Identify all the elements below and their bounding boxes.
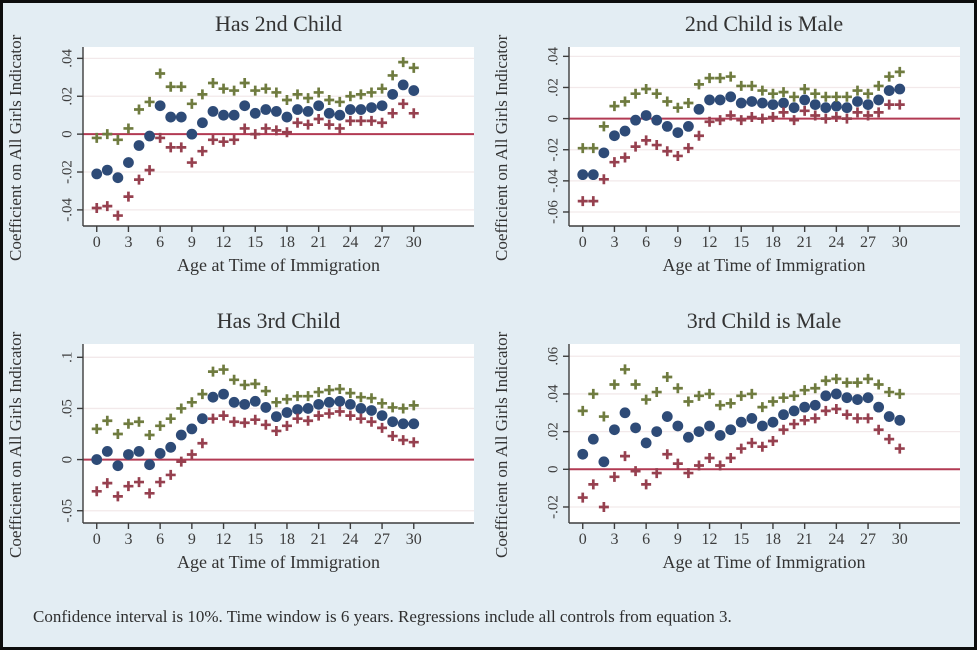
svg-text:18: 18 <box>279 234 295 251</box>
svg-text:15: 15 <box>733 234 749 251</box>
panel-has-2nd-child: Has 2nd Child Coefficient on All Girls I… <box>3 3 489 300</box>
panel-3rd-child-is-male: 3rd Child is Male Coefficient on All Gir… <box>489 300 975 597</box>
svg-text:-.02: -.02 <box>545 138 561 162</box>
svg-text:3: 3 <box>124 234 132 251</box>
svg-text:12: 12 <box>701 234 717 251</box>
svg-text:-.05: -.05 <box>59 499 75 523</box>
svg-text:12: 12 <box>701 531 717 548</box>
svg-text:18: 18 <box>279 531 295 548</box>
svg-text:30: 30 <box>406 531 422 548</box>
svg-text:6: 6 <box>642 531 650 548</box>
panel-body: Coefficient on All Girls Indicator -.02 0… <box>489 331 975 559</box>
svg-text:21: 21 <box>796 531 812 548</box>
svg-text:15: 15 <box>733 531 749 548</box>
y-axis-label: Coefficient on All Girls Indicator <box>491 331 511 559</box>
panel-body: Coefficient on All Girls Indicator -.04-… <box>3 34 489 262</box>
svg-text:0: 0 <box>578 531 586 548</box>
svg-text:-.02: -.02 <box>59 160 75 184</box>
svg-text:-.02: -.02 <box>545 495 561 519</box>
svg-text:.05: .05 <box>59 399 75 418</box>
svg-text:24: 24 <box>342 531 358 548</box>
panel-title: Has 3rd Child <box>216 308 341 333</box>
svg-text:0: 0 <box>59 130 75 138</box>
x-axis-label: Age at Time of Immigration <box>177 552 380 572</box>
svg-text:6: 6 <box>156 234 164 251</box>
svg-text:0: 0 <box>93 234 101 251</box>
svg-text:-.06: -.06 <box>545 200 561 224</box>
svg-text:21: 21 <box>311 234 327 251</box>
svg-text:-.04: -.04 <box>59 198 75 222</box>
svg-text:.04: .04 <box>545 46 561 65</box>
svg-text:24: 24 <box>828 531 844 548</box>
panel-title: Has 2nd Child <box>214 11 343 36</box>
svg-text:18: 18 <box>764 531 780 548</box>
svg-text:3: 3 <box>124 531 132 548</box>
scatter-plot-2nd-child-is-male: -.06 -.04 -.02 0 .02 .04 0 3 6 9 12 15 18 21 24 27 30 <box>545 46 960 251</box>
svg-text:27: 27 <box>374 234 390 251</box>
svg-text:-.04: -.04 <box>545 168 561 192</box>
svg-text:27: 27 <box>860 234 876 251</box>
svg-text:0: 0 <box>545 466 561 474</box>
svg-text:.02: .02 <box>59 87 75 106</box>
y-axis-label: Coefficient on All Girls Indicator <box>6 34 25 262</box>
svg-text:.02: .02 <box>545 78 561 97</box>
svg-text:21: 21 <box>796 234 812 251</box>
svg-text:.02: .02 <box>545 422 561 441</box>
svg-text:0: 0 <box>545 115 561 123</box>
svg-text:.1: .1 <box>59 352 75 363</box>
svg-text:9: 9 <box>188 234 196 251</box>
svg-text:30: 30 <box>891 531 907 548</box>
svg-text:15: 15 <box>247 531 263 548</box>
x-axis-label: Age at Time of Immigration <box>177 255 380 275</box>
svg-text:9: 9 <box>188 531 196 548</box>
y-axis-label: Coefficient on All Girls Indicator <box>491 34 511 262</box>
y-axis-label: Coefficient on All Girls Indicator <box>6 331 25 559</box>
svg-text:24: 24 <box>342 234 358 251</box>
svg-text:12: 12 <box>216 531 232 548</box>
svg-text:27: 27 <box>374 531 390 548</box>
figure-note: Confidence interval is 10%. Time window … <box>33 607 732 626</box>
panel-has-3rd-child: Has 3rd Child Coefficient on All Girls I… <box>3 300 489 597</box>
svg-text:27: 27 <box>860 531 876 548</box>
svg-text:.04: .04 <box>59 48 75 67</box>
svg-text:6: 6 <box>642 234 650 251</box>
x-axis-label: Age at Time of Immigration <box>662 255 866 275</box>
svg-text:0: 0 <box>578 234 586 251</box>
panel-body: Coefficient on All Girls Indicator -.05 0… <box>3 331 489 559</box>
scatter-plot-has-2nd-child: -.04 -.02 0 .02 .04 0 3 6 9 12 15 18 21 24 27 30 <box>59 47 474 251</box>
svg-text:.06: .06 <box>545 346 561 365</box>
svg-text:9: 9 <box>673 234 681 251</box>
panel-title: 3rd Child is Male <box>686 308 842 333</box>
svg-text:18: 18 <box>764 234 780 251</box>
panel-body: Coefficient on All Girls Indicator -.06-… <box>489 34 975 262</box>
svg-text:9: 9 <box>673 531 681 548</box>
svg-text:0: 0 <box>93 531 101 548</box>
scatter-plot-has-3rd-child: -.05 0 .05 .1 0 3 6 9 12 15 18 21 24 27 30 <box>59 344 474 548</box>
svg-text:3: 3 <box>610 234 618 251</box>
svg-text:21: 21 <box>311 531 327 548</box>
svg-text:30: 30 <box>891 234 907 251</box>
svg-text:3: 3 <box>610 531 618 548</box>
svg-text:24: 24 <box>828 234 844 251</box>
x-axis-label: Age at Time of Immigration <box>662 552 866 572</box>
svg-text:30: 30 <box>406 234 422 251</box>
svg-text:0: 0 <box>59 456 75 464</box>
svg-text:6: 6 <box>156 531 164 548</box>
scatter-plot-3rd-child-is-male: -.02 0 .02 .04 .06 0 3 6 9 12 15 18 21 24 27 30 <box>545 344 960 548</box>
panel-2nd-child-is-male: 2nd Child is Male Coefficient on All Gir… <box>489 3 975 300</box>
svg-text:12: 12 <box>216 234 232 251</box>
svg-text:.04: .04 <box>545 384 561 403</box>
panel-title: 2nd Child is Male <box>684 11 844 36</box>
chart-grid: Has 2nd Child Coefficient on All Girls I… <box>3 3 974 597</box>
svg-text:15: 15 <box>247 234 263 251</box>
